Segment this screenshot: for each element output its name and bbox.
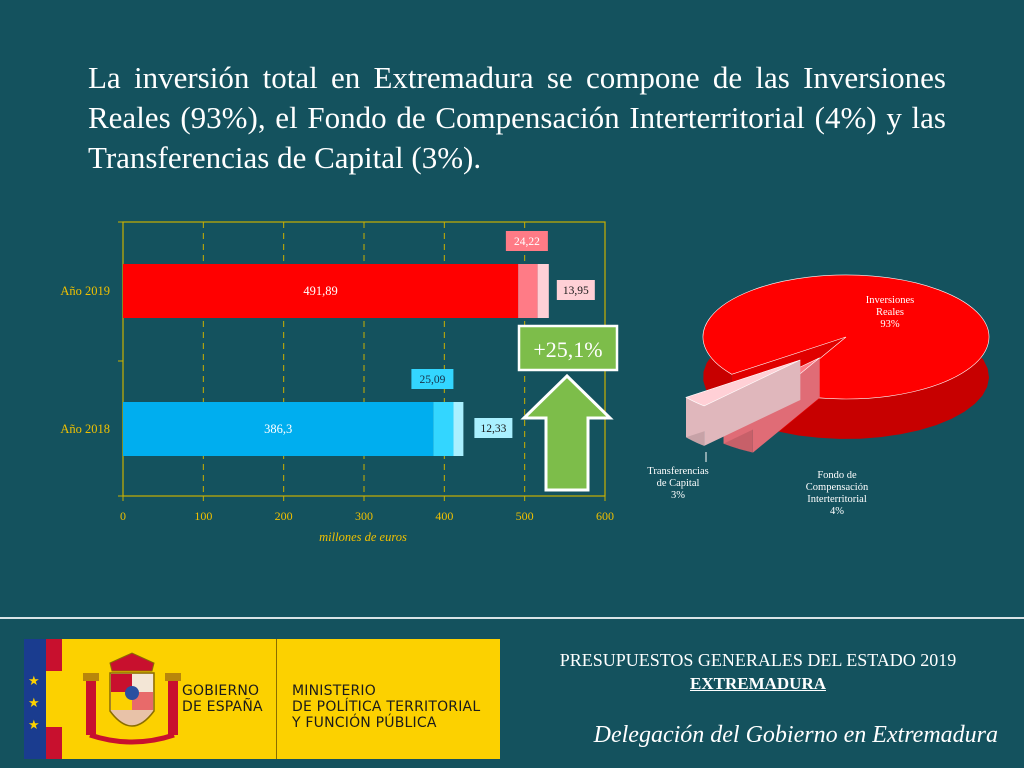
growth-badge [517,324,619,372]
pie-label: 3% [671,490,685,501]
pie-label: de Capital [657,478,700,489]
category-label: Año 2019 [60,284,110,298]
x-tick-label: 0 [120,509,126,523]
bar-value-label: 386,3 [264,422,292,436]
bar-chart: 0 100 200 300 400 500 600 millones de euros Año … [60,221,619,544]
star-icon: ★ [28,696,40,711]
pie-label-main: Inversiones [866,295,914,306]
pie-label: 4% [830,506,844,517]
coat-of-arms-icon [83,652,181,745]
x-tick-label: 600 [596,509,614,523]
bar-segment [518,264,538,318]
government-logo: ★ ★ ★ GOBIERNO DE ESPAÑA MINISTERIO DE P… [24,639,500,759]
x-tick-label: 200 [275,509,293,523]
x-tick-label: 300 [355,509,373,523]
bar-value-label: 24,22 [514,236,540,248]
pie-slice-cut [686,359,801,438]
data-label-box [505,231,548,251]
footer-delegation: Delegación del Gobierno en Extremadura [593,722,998,748]
pie-label: Compensación [806,482,869,493]
up-arrow-icon [520,373,614,492]
footer-divider [0,617,1024,619]
bar-value-label: 13,95 [563,285,589,297]
bar-value-label: 25,09 [419,374,445,386]
data-label-box [411,369,454,389]
pie-label-main: 93% [880,319,900,330]
category-label: Año 2018 [60,422,110,436]
data-label-box [474,418,513,438]
chart-canvas: 0 100 200 300 400 500 600 millones de euros Año … [60,221,990,544]
footer-budget-title: PRESUPUESTOS GENERALES DEL ESTADO 2019 [559,650,957,670]
x-tick-label: 500 [516,509,534,523]
bar-segment [123,402,434,456]
data-label-box [556,280,595,300]
bar-value-label: 491,89 [303,284,337,298]
pie-label: Fondo de [817,470,857,481]
spain-flag-yellow-band [46,671,62,727]
bar-value-label: 12,33 [480,423,506,435]
growth-label: +25,1% [533,337,602,362]
page-title: La inversión total en Extremadura se com… [88,60,946,175]
star-icon: ★ [28,718,40,733]
bar-segment [537,264,549,318]
footer-region: EXTREMADURA [690,674,826,693]
x-axis-label: millones de euros [319,530,407,544]
pie-slice [685,359,801,407]
pie-label: Interterritorial [807,494,867,505]
eu-flag-strip: ★ ★ ★ [24,639,46,759]
bar-segment [433,402,454,456]
pie-label-main: Reales [876,307,904,318]
logo-gobierno-text: GOBIERNO DE ESPAÑA [182,683,263,715]
logo-ministerio-text: MINISTERIO DE POLÍTICA TERRITORIAL Y FUN… [292,683,481,731]
x-tick-label: 400 [435,509,453,523]
star-icon: ★ [28,674,40,689]
bar-segment [453,402,464,456]
pie-slice [702,274,990,400]
pie-label: Transferencias [647,466,708,477]
logo-separator [276,639,277,759]
bar-segment [123,264,519,318]
x-tick-label: 100 [194,509,212,523]
